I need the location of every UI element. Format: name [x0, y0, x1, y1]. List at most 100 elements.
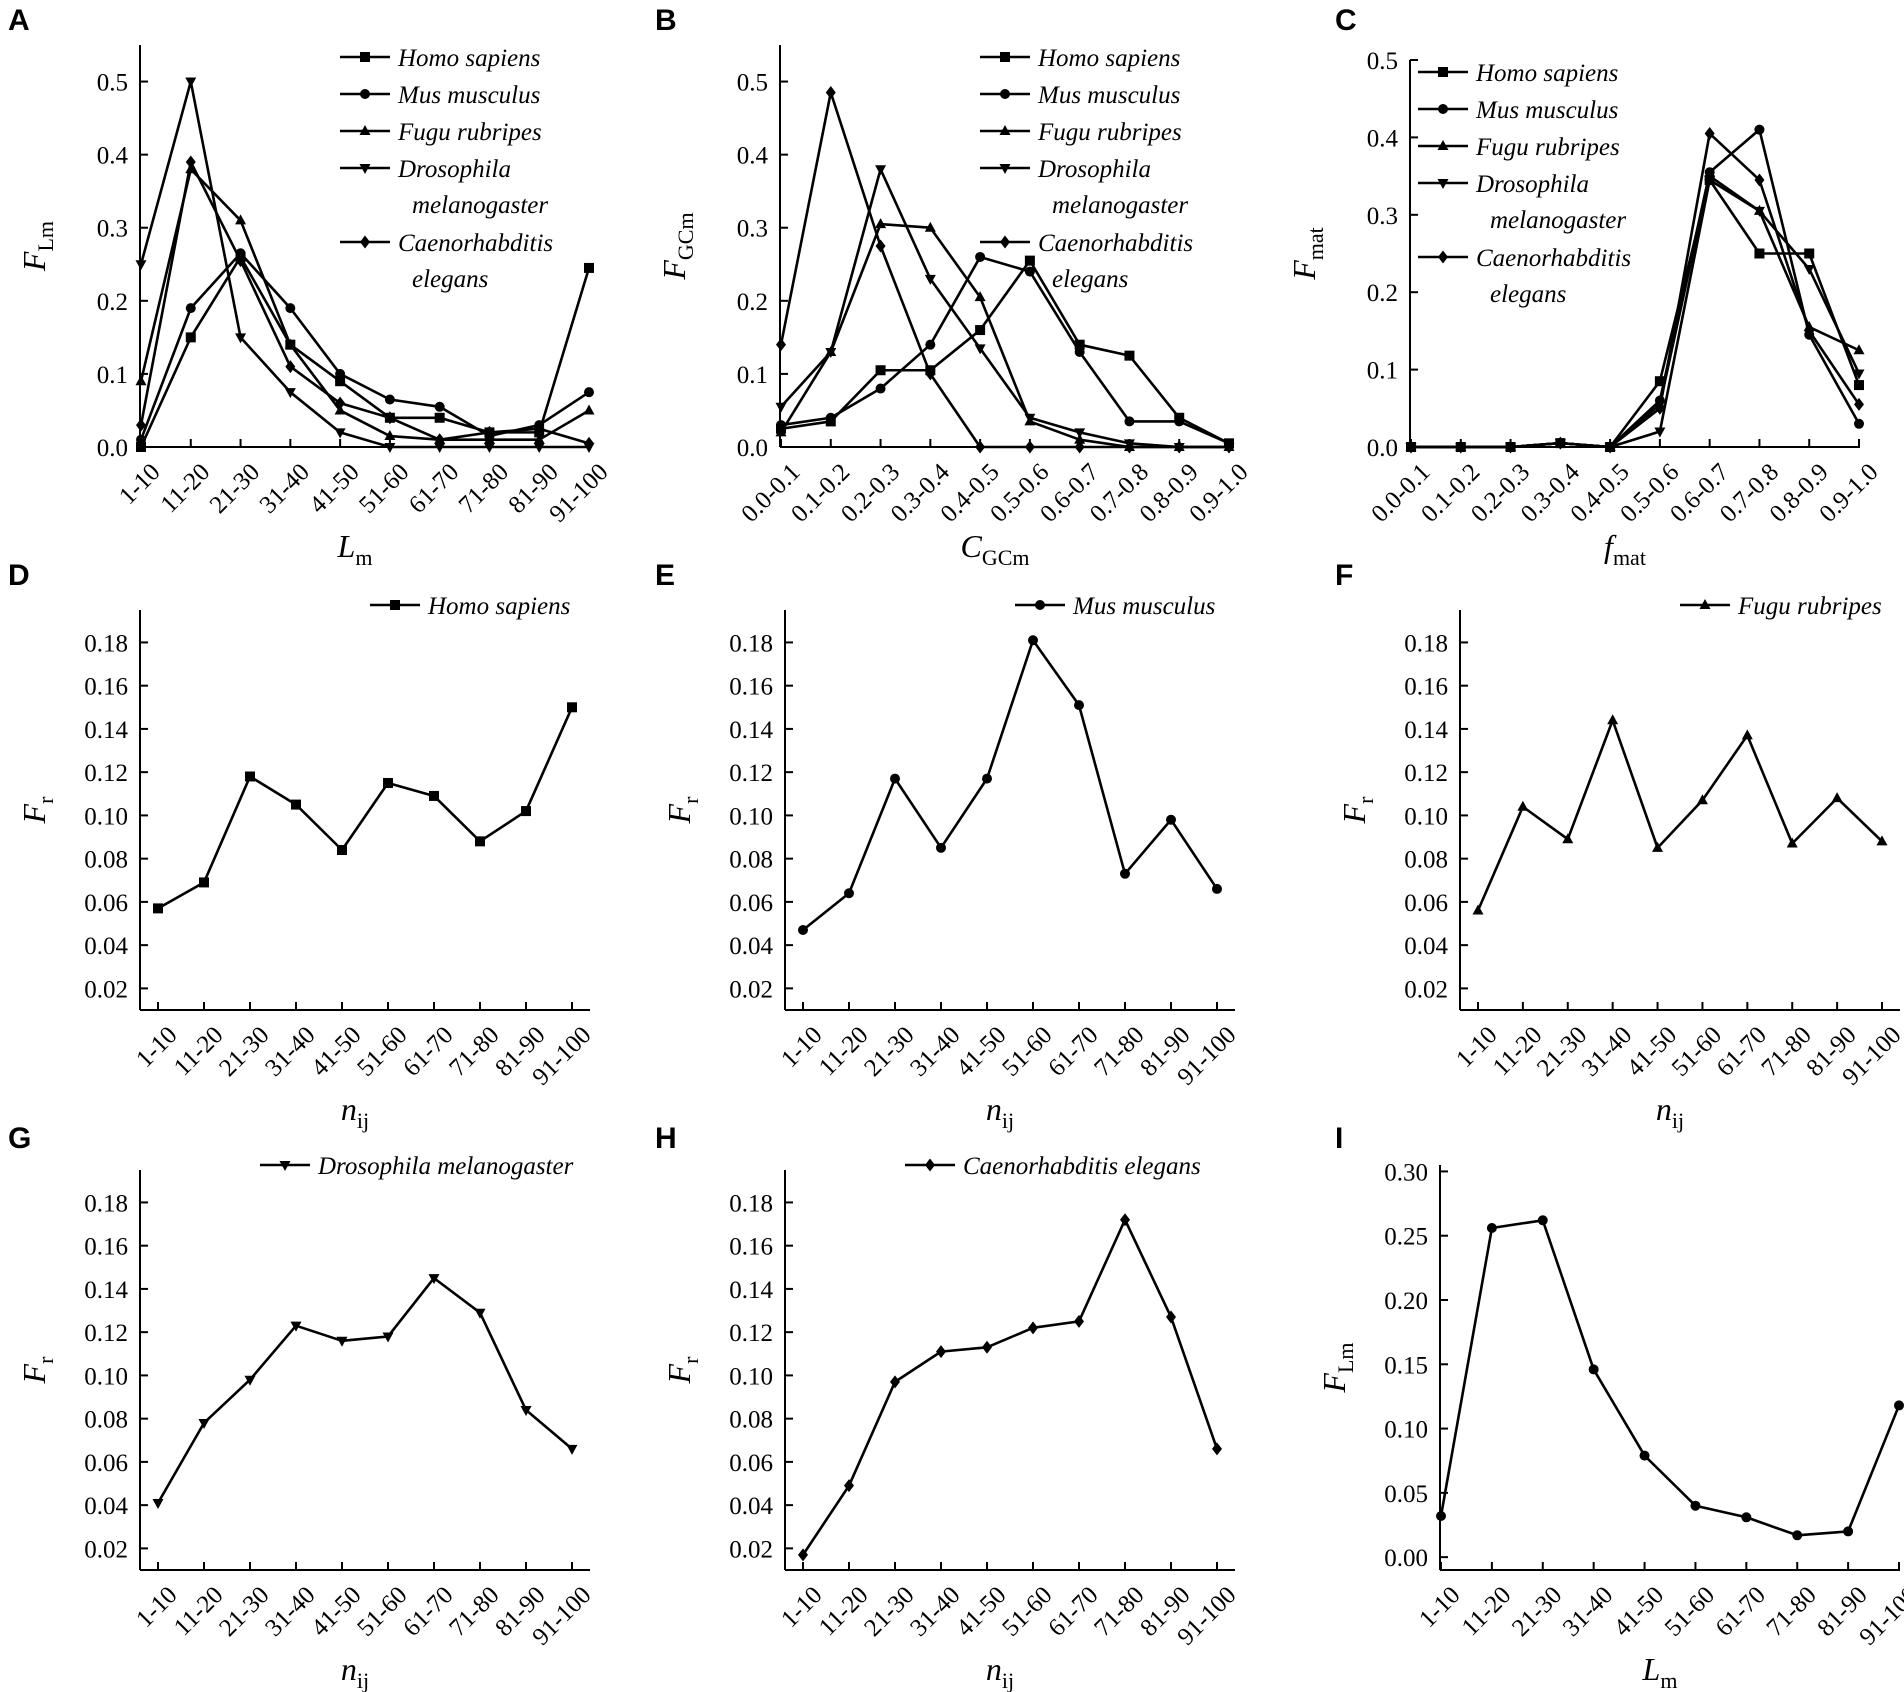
x-tick-label: 41-50: [1609, 1582, 1669, 1642]
data-point: [1854, 397, 1864, 411]
x-tick-label: 31-40: [1577, 1022, 1637, 1082]
x-tick-label: 71-80: [1089, 1022, 1149, 1082]
data-point: [925, 367, 936, 381]
legend-label: melanogaster: [1052, 192, 1188, 219]
data-point: [1704, 127, 1715, 141]
legend-marker: [1438, 67, 1448, 77]
data-point: [1843, 1526, 1854, 1537]
x-tick-label: 21-30: [214, 1582, 274, 1642]
data-point: [1166, 814, 1176, 825]
x-axis-title: CGCm: [960, 528, 1029, 570]
data-point: [1804, 324, 1815, 338]
y-tick-label: 0.05: [1384, 1481, 1428, 1508]
data-point: [290, 1321, 302, 1332]
y-tick-label: 0.08: [729, 1407, 773, 1434]
series-line: [1439, 1218, 1901, 1537]
x-tick-label: 61-70: [398, 1582, 458, 1642]
y-tick-label: 0.3: [737, 216, 768, 243]
data-point: [798, 925, 808, 935]
data-point: [1786, 837, 1798, 848]
data-point: [1028, 635, 1038, 646]
data-point: [975, 440, 986, 454]
y-tick-label: 0.0: [1367, 435, 1398, 462]
legend-label: melanogaster: [412, 192, 548, 219]
y-tick-label: 0.08: [1404, 847, 1448, 874]
data-point: [1741, 729, 1753, 740]
data-point: [429, 790, 439, 801]
series-line: [802, 638, 1219, 932]
data-point: [1696, 794, 1708, 805]
x-tick-label: 41-50: [1622, 1022, 1682, 1082]
legend-label: Mus musculus: [1475, 97, 1618, 124]
data-point: [382, 1332, 394, 1343]
y-axis-title: FLm: [1316, 1342, 1358, 1393]
y-tick-label: 0.12: [729, 760, 773, 787]
data-point: [825, 412, 836, 423]
data-point: [924, 274, 936, 285]
panel-letter: A: [8, 4, 30, 37]
legend-marker: [360, 52, 370, 62]
data-point: [583, 404, 595, 415]
data-point: [336, 1336, 348, 1347]
x-tick-label: 31-40: [260, 1022, 320, 1082]
data-point: [1024, 266, 1035, 277]
legend-marker: [360, 235, 370, 249]
data-point: [533, 433, 545, 444]
data-point: [474, 1308, 486, 1319]
y-tick-label: 0.06: [84, 890, 128, 917]
data-point: [776, 338, 786, 352]
y-tick-label: 0.4: [97, 143, 129, 170]
x-tick-label: 51-60: [1660, 1582, 1720, 1642]
legend-label: Caenorhabditis: [398, 230, 553, 257]
data-point: [924, 221, 936, 232]
y-tick-label: 0.14: [729, 1277, 773, 1304]
y-tick-label: 0.25: [1384, 1224, 1428, 1251]
data-point: [567, 702, 577, 713]
series-line: [779, 91, 1229, 449]
data-point: [974, 291, 986, 302]
data-point: [584, 387, 594, 398]
data-point: [483, 443, 495, 453]
panel-b: B0.00.10.20.30.40.50.0-0.10.1-0.20.2-0.3…: [655, 4, 1254, 570]
series-line: [1411, 178, 1861, 449]
legend-marker: [1437, 179, 1449, 189]
data-point: [875, 165, 887, 176]
y-tick-label: 0.00: [1384, 1545, 1428, 1572]
data-point: [584, 262, 594, 273]
data-point: [383, 777, 393, 788]
panel-g: G0.020.040.060.080.100.120.140.160.181-1…: [8, 1122, 597, 1692]
series-line: [139, 160, 590, 445]
y-tick-label: 0.10: [1384, 1417, 1428, 1444]
legend-label: Drosophila melanogaster: [317, 1153, 574, 1180]
data-point: [384, 443, 396, 453]
data-point: [1831, 792, 1843, 803]
data-point: [284, 388, 296, 399]
y-tick-label: 0.2: [737, 289, 768, 316]
y-tick-label: 0.02: [1404, 976, 1448, 1003]
series-line: [139, 255, 591, 448]
y-tick-label: 0.2: [1367, 280, 1398, 307]
panel-letter: D: [8, 559, 30, 592]
y-tick-label: 0.16: [1404, 674, 1448, 701]
data-point: [1555, 436, 1566, 450]
legend-label: Caenorhabditis elegans: [963, 1153, 1201, 1180]
data-point: [1753, 206, 1765, 217]
data-point: [1562, 833, 1574, 844]
y-tick-label: 0.04: [729, 1493, 773, 1520]
panel-letter: I: [1335, 1122, 1343, 1155]
data-point: [244, 1375, 256, 1386]
data-point: [284, 338, 296, 349]
x-tick-label: 21-30: [1532, 1022, 1592, 1082]
series-line: [780, 167, 1229, 449]
y-tick-label: 0.18: [84, 1190, 128, 1217]
y-tick-label: 0.4: [1367, 125, 1399, 152]
x-tick-label: 61-70: [1043, 1582, 1103, 1642]
x-tick-label: 11-20: [156, 459, 216, 519]
legend-label: elegans: [1490, 281, 1566, 308]
x-tick-label: 71-80: [1757, 1022, 1817, 1082]
x-tick-label: 71-80: [444, 1582, 504, 1642]
y-axis-title: Fr: [16, 1356, 58, 1385]
y-tick-label: 0.14: [84, 1277, 128, 1304]
x-axis-title: nij: [986, 1651, 1014, 1692]
